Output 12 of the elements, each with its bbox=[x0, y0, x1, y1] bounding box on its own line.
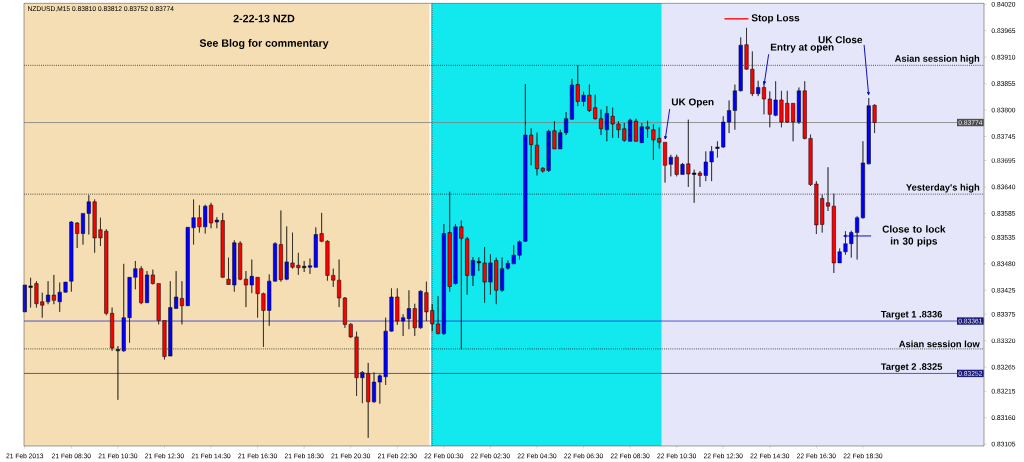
ref-line-label: Asian session high bbox=[894, 55, 980, 64]
annotation: Close to lock in 30 pips bbox=[882, 225, 946, 247]
text: 2-22-13 NZD bbox=[233, 14, 295, 23]
ref-line-label: Target 2 .8325 bbox=[880, 363, 943, 372]
text: See Blog for commentary bbox=[199, 39, 329, 50]
annotation: UK Close bbox=[818, 35, 863, 44]
ref-line-label: Target 1 .8336 bbox=[880, 310, 943, 320]
ref-line-label: Asian session low bbox=[899, 340, 980, 348]
ref-line-label: Yesterday's high bbox=[906, 183, 980, 193]
annotation: UK Open bbox=[671, 98, 714, 108]
annotation: Entry at open bbox=[770, 43, 834, 53]
annotation: Stop Loss bbox=[751, 14, 800, 24]
